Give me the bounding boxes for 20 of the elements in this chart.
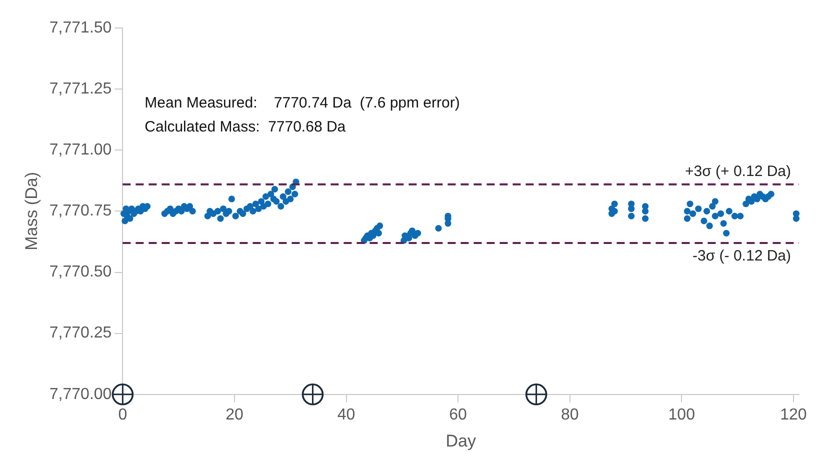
x-tick-label: 100 <box>668 406 696 424</box>
ref-line-label: +3σ (+ 0.12 Da) <box>685 162 791 180</box>
y-tick-label: 7,771.50 <box>49 19 112 36</box>
y-tick-label: 7,771.00 <box>49 142 112 159</box>
x-axis-title: Day <box>446 431 476 450</box>
y-axis-title: Mass (Da) <box>22 172 41 250</box>
ref-line-label: -3σ (- 0.12 Da) <box>692 248 792 265</box>
y-tick-label: 7,770.50 <box>49 264 112 281</box>
x-tick-label: 0 <box>118 406 128 424</box>
x-tick-label: 40 <box>337 406 356 424</box>
annotation: Mean Measured: 7770.74 Da (7.6 ppm error) <box>144 94 460 112</box>
x-tick-label: 80 <box>560 406 579 424</box>
y-tick-label: 7,770.00 <box>49 386 112 403</box>
annotation: Calculated Mass: 7770.68 Da <box>144 118 346 136</box>
x-tick-label: 120 <box>780 406 807 424</box>
x-tick-label: 20 <box>226 406 244 424</box>
y-tick-label: 7,771.25 <box>49 80 112 98</box>
y-tick-label: 7,770.25 <box>49 324 112 342</box>
x-tick-label: 60 <box>449 406 468 424</box>
y-tick-label: 7,770.75 <box>49 202 112 220</box>
